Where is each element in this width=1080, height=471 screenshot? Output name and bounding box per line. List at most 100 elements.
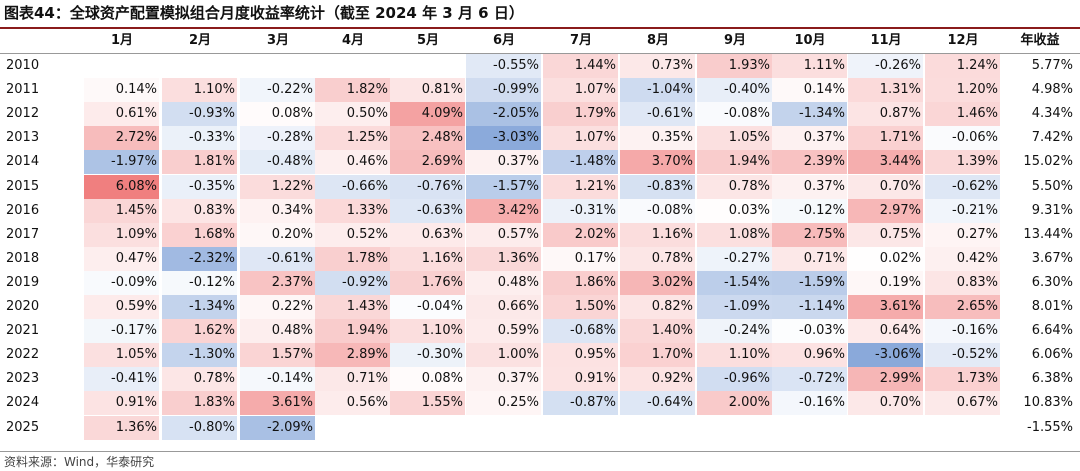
heatmap-cell: -2.09% [240,415,315,440]
heatmap-cell: 1.11% [772,54,847,78]
column-header: 3月 [266,33,290,48]
column-header: 6月 [492,33,516,48]
heatmap-cell: 1.22% [240,174,315,199]
heatmap-cell: 1.45% [84,198,159,223]
heatmap-cell: 2.69% [390,150,465,175]
row-year-label: 2023 [6,371,40,387]
heatmap-cell: 3.44% [848,150,923,175]
heatmap-cell: 1.73% [925,367,1000,392]
heatmap-cell: 0.25% [466,391,541,416]
heatmap-cell: -0.68% [543,319,618,344]
heatmap-cell: -0.40% [697,78,772,103]
heatmap-cell [315,415,390,440]
heatmap-cell: 1.00% [466,343,541,368]
column-header: 9月 [723,33,747,48]
heatmap-cell: 1.20% [925,78,1000,103]
heatmap-cell: -0.30% [390,343,465,368]
heatmap-cell: -0.27% [697,246,772,271]
heatmap-cell: 0.91% [84,391,159,416]
annual-return-cell: 9.31% [1031,202,1073,218]
heatmap-cell: 0.78% [620,246,695,271]
heatmap-cell: -0.96% [697,367,772,392]
heatmap-cell [240,54,315,78]
annual-return-cell: 6.06% [1031,347,1073,363]
heatmap-cell: 1.62% [162,319,237,344]
annual-return-cell: 4.34% [1031,106,1073,122]
heatmap-cell: -0.93% [162,102,237,127]
heatmap-cell: -0.99% [466,78,541,103]
heatmap-cell: 2.48% [390,126,465,151]
heatmap-cell: 0.14% [772,78,847,103]
row-year-label: 2011 [6,82,40,98]
row-year-label: 2016 [6,202,40,218]
heatmap-cell: 0.27% [925,222,1000,247]
heatmap-cell: 1.82% [315,78,390,103]
heatmap-cell: 1.39% [925,150,1000,175]
heatmap-cell: -0.31% [543,198,618,223]
header-rule [0,53,1080,54]
annual-return-cell: 5.77% [1031,58,1073,73]
heatmap-cell: -0.35% [162,174,237,199]
heatmap-cell: 1.36% [84,415,159,440]
annual-return-cell: 10.83% [1023,395,1073,411]
heatmap-cell: -1.97% [84,150,159,175]
heatmap-cell: 0.37% [466,150,541,175]
annual-header: 年收益 [1020,33,1060,48]
heatmap-cell: -0.16% [772,391,847,416]
heatmap-cell: 1.86% [543,270,618,295]
heatmap-cell: 1.05% [84,343,159,368]
heatmap-cell: 0.42% [925,246,1000,271]
annual-return-cell: 13.44% [1023,226,1073,242]
column-header: 7月 [569,33,593,48]
row-year-label: 2025 [6,419,40,435]
heatmap-cell [543,415,618,440]
heatmap-cell: -1.09% [697,295,772,319]
heatmap-cell: 1.05% [697,126,772,151]
heatmap-cell: 1.44% [543,54,618,78]
heatmap-cell: 1.09% [84,222,159,247]
row-year-label: 2019 [6,274,40,290]
heatmap-cell [390,415,465,440]
heatmap-cell: 2.89% [315,343,390,368]
heatmap-cell: 0.73% [620,54,695,78]
heatmap-cell: -0.87% [543,391,618,416]
heatmap-cell: 1.16% [390,246,465,271]
heatmap-cell: 0.08% [240,102,315,127]
heatmap-cell: 1.94% [697,150,772,175]
heatmap-cell: -0.17% [84,319,159,344]
heatmap-cell: -0.09% [84,270,159,295]
row-year-label: 2018 [6,250,40,266]
column-header: 5月 [416,33,440,48]
heatmap-cell: -2.05% [466,102,541,127]
row-year-label: 2014 [6,154,40,170]
heatmap-cell: 1.71% [848,126,923,151]
heatmap-cell: 1.57% [240,343,315,368]
heatmap-cell: -0.52% [925,343,1000,368]
heatmap-cell: 1.24% [925,54,1000,78]
heatmap-cell: 0.78% [162,367,237,392]
heatmap-cell: 0.48% [240,319,315,344]
heatmap-cell: 1.08% [697,222,772,247]
heatmap-cell: 1.46% [925,102,1000,127]
heatmap-cell: -2.32% [162,246,237,271]
heatmap-cell: -0.83% [620,174,695,199]
heatmap-cell: 0.70% [848,391,923,416]
heatmap-cell: -0.80% [162,415,237,440]
heatmap-cell: 1.10% [390,319,465,344]
heatmap-cell [848,415,923,440]
annual-return-cell: 8.01% [1031,299,1073,314]
column-header: 10月 [794,33,826,48]
heatmap-cell: 0.22% [240,295,315,319]
row-year-label: 2021 [6,323,40,339]
annual-return-cell: 6.64% [1031,323,1073,339]
annual-return-cell: 15.02% [1023,154,1073,170]
heatmap-cell: 1.10% [697,343,772,368]
row-year-label: 2010 [6,58,40,73]
heatmap-cell [466,415,541,440]
heatmap-cell: -0.06% [925,126,1000,151]
heatmap-cell: 3.61% [240,391,315,416]
heatmap-cell: 2.72% [84,126,159,151]
heatmap-cell: 1.81% [162,150,237,175]
heatmap-cell: 0.71% [772,246,847,271]
column-header: 4月 [341,33,365,48]
